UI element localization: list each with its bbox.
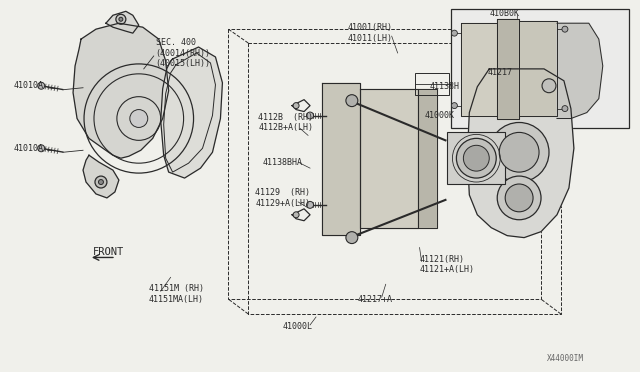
- Text: 4112B  (RH)
4112B+A(LH): 4112B (RH) 4112B+A(LH): [259, 113, 313, 132]
- Bar: [415, 73, 449, 95]
- Polygon shape: [417, 89, 438, 228]
- Circle shape: [119, 17, 123, 21]
- Text: 41000L: 41000L: [282, 323, 312, 331]
- Polygon shape: [106, 11, 139, 33]
- Polygon shape: [557, 23, 603, 119]
- Text: 41151M (RH)
41151MA(LH): 41151M (RH) 41151MA(LH): [148, 285, 204, 304]
- Circle shape: [99, 180, 104, 185]
- Circle shape: [562, 106, 568, 112]
- Text: 41138BHA: 41138BHA: [262, 158, 302, 167]
- Circle shape: [293, 212, 299, 218]
- Text: 41010A: 41010A: [13, 144, 44, 153]
- Polygon shape: [83, 155, 119, 198]
- Polygon shape: [467, 69, 574, 238]
- Circle shape: [293, 103, 299, 109]
- Text: 41000K: 41000K: [424, 111, 454, 120]
- Polygon shape: [360, 89, 417, 228]
- Circle shape: [497, 176, 541, 220]
- Circle shape: [346, 95, 358, 107]
- Circle shape: [130, 110, 148, 128]
- Circle shape: [542, 79, 556, 93]
- Circle shape: [562, 26, 568, 32]
- Circle shape: [451, 30, 458, 36]
- Circle shape: [499, 132, 539, 172]
- Bar: [451, 9, 628, 128]
- Polygon shape: [322, 83, 360, 235]
- Text: 41138H: 41138H: [429, 82, 460, 91]
- Text: 41001(RH)
41011(LH): 41001(RH) 41011(LH): [348, 23, 393, 43]
- Circle shape: [346, 232, 358, 244]
- Polygon shape: [497, 19, 519, 119]
- Text: 41217+A: 41217+A: [358, 295, 393, 304]
- Text: 410B0K: 410B0K: [489, 9, 519, 18]
- Circle shape: [505, 184, 533, 212]
- Bar: [447, 132, 505, 184]
- Polygon shape: [161, 47, 223, 178]
- Circle shape: [95, 176, 107, 188]
- Text: SEC. 400
(40014(RH))
(40015(LH)): SEC. 400 (40014(RH)) (40015(LH)): [156, 38, 211, 68]
- Polygon shape: [519, 21, 557, 116]
- Circle shape: [38, 145, 45, 152]
- Text: 41121(RH)
41121+A(LH): 41121(RH) 41121+A(LH): [420, 255, 475, 274]
- Text: FRONT: FRONT: [93, 247, 124, 257]
- Circle shape: [463, 145, 489, 171]
- Circle shape: [456, 138, 496, 178]
- Circle shape: [307, 201, 314, 208]
- Text: 41010A: 41010A: [13, 81, 44, 90]
- Polygon shape: [461, 23, 497, 116]
- Text: 41129  (RH)
41129+A(LH): 41129 (RH) 41129+A(LH): [255, 188, 310, 208]
- Circle shape: [489, 122, 549, 182]
- Circle shape: [38, 82, 45, 89]
- Polygon shape: [73, 23, 169, 158]
- Text: X44000IM: X44000IM: [547, 354, 584, 363]
- Circle shape: [451, 103, 458, 109]
- Circle shape: [307, 112, 314, 119]
- Circle shape: [116, 14, 126, 24]
- Text: 41217: 41217: [487, 68, 512, 77]
